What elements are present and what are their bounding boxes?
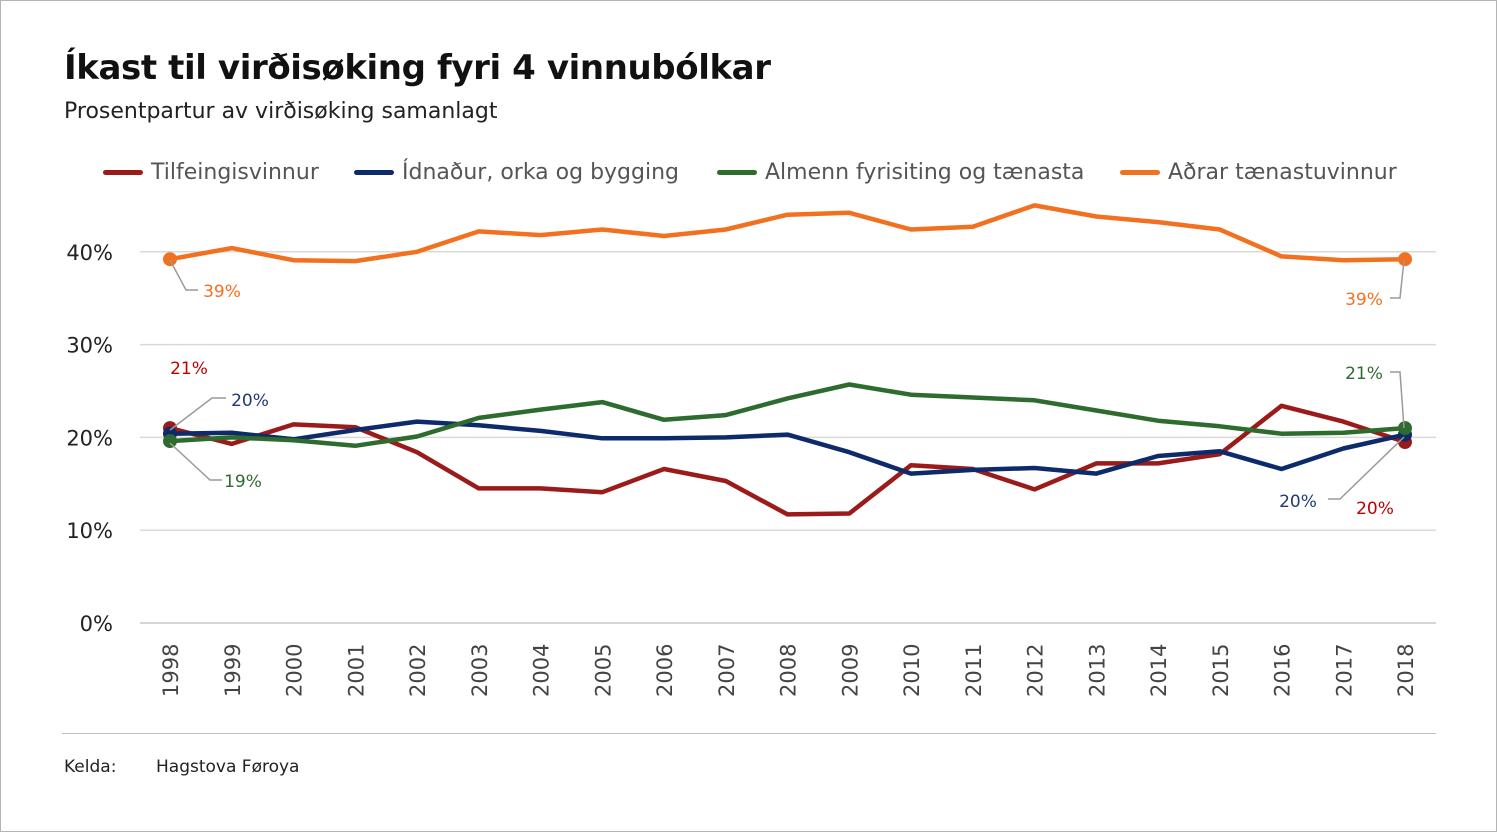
- label-leader-line: [169, 259, 198, 291]
- series-line: [167, 403, 1408, 517]
- x-tick-label: 2013: [1085, 644, 1109, 697]
- label-leader-line: [1390, 371, 1405, 429]
- y-gridlines: 0% 10% 20% 30% 40%: [66, 241, 1436, 636]
- data-label: 20%: [231, 391, 269, 411]
- legend-label: Ídnaður, orka og bygging: [402, 160, 679, 185]
- x-tick-label: 1998: [159, 644, 183, 697]
- x-axis: 1998 1999 2000 2001 2002 2003 2004 2005 2006 2007…: [159, 644, 1418, 697]
- series-line: [167, 419, 1408, 476]
- source-value: Hagstova Føroya: [156, 757, 300, 777]
- y-tick-label: 30%: [66, 334, 113, 358]
- legend-item-adrar-taenastuvinnur[interactable]: Aðrar tænastuvinnur: [1120, 160, 1397, 185]
- chart-legend: Tilfeingisvinnur Ídnaður, orka og byggin…: [0, 160, 1497, 190]
- series-line: [167, 203, 1408, 264]
- legend-item-tilfeingisvinnur[interactable]: Tilfeingisvinnur: [103, 160, 319, 185]
- data-label: 21%: [170, 359, 208, 379]
- x-tick-label: 2016: [1271, 644, 1295, 697]
- data-label: 19%: [224, 472, 262, 492]
- x-tick-label: 2017: [1332, 644, 1356, 697]
- data-label: 39%: [1345, 290, 1383, 310]
- x-tick-label: 2009: [838, 644, 862, 697]
- x-tick-label: 1999: [221, 644, 245, 697]
- series-2: [163, 382, 1412, 449]
- x-tick-label: 2010: [900, 644, 924, 697]
- y-tick-label: 0%: [80, 612, 113, 636]
- chart-title: Íkast til virðisøking fyri 4 vinnubólkar: [64, 48, 771, 88]
- legend-swatch: [1120, 170, 1160, 175]
- x-tick-label: 2002: [406, 644, 430, 697]
- x-tick-label: 2004: [530, 644, 554, 697]
- legend-label: Almenn fyrisiting og tænasta: [765, 160, 1085, 185]
- data-label: 39%: [203, 282, 241, 302]
- legend-item-almenn-fyrisiting[interactable]: Almenn fyrisiting og tænasta: [717, 160, 1084, 185]
- data-labels: 21% 20% 19% 39% 20% 20% 21% 39%: [169, 259, 1405, 519]
- x-tick-label: 2003: [468, 644, 492, 697]
- chart-subtitle: Prosentpartur av virðisøking samanlagt: [64, 99, 498, 124]
- x-tick-label: 2012: [1024, 644, 1048, 697]
- x-tick-label: 2005: [591, 644, 615, 697]
- x-tick-label: 2015: [1209, 644, 1233, 697]
- start-point-marker: [163, 434, 177, 449]
- legend-item-idnadur[interactable]: Ídnaður, orka og bygging: [354, 160, 679, 185]
- x-tick-label: 2011: [962, 644, 986, 697]
- label-leader-line: [1390, 259, 1405, 299]
- legend-label: Aðrar tænastuvinnur: [1168, 160, 1397, 185]
- start-point-marker: [163, 252, 177, 267]
- label-leader-line: [169, 442, 222, 481]
- series-line: [167, 382, 1408, 449]
- series-3: [163, 203, 1412, 267]
- footer-divider: [62, 733, 1436, 734]
- end-point-marker: [1398, 421, 1412, 436]
- data-label: 20%: [1356, 499, 1394, 519]
- data-label: 21%: [1345, 364, 1383, 384]
- x-tick-label: 2014: [1147, 644, 1171, 697]
- x-tick-label: 2007: [715, 644, 739, 697]
- label-leader-line: [169, 397, 226, 431]
- legend-label: Tilfeingisvinnur: [151, 160, 319, 185]
- x-tick-label: 2018: [1394, 644, 1418, 697]
- legend-swatch: [103, 170, 143, 175]
- legend-swatch: [717, 170, 757, 175]
- series-0: [163, 403, 1412, 517]
- legend-swatch: [354, 170, 394, 175]
- data-label: 20%: [1279, 492, 1317, 512]
- x-tick-label: 2000: [283, 644, 307, 697]
- source-label: Kelda:: [64, 757, 117, 777]
- y-tick-label: 40%: [66, 241, 113, 265]
- y-tick-label: 10%: [66, 519, 113, 543]
- label-leader-line: [1328, 436, 1405, 500]
- y-tick-label: 20%: [66, 426, 113, 450]
- end-point-marker: [1398, 252, 1412, 267]
- x-tick-label: 2008: [777, 644, 801, 697]
- x-tick-label: 2006: [653, 644, 677, 697]
- x-tick-label: 2001: [344, 644, 368, 697]
